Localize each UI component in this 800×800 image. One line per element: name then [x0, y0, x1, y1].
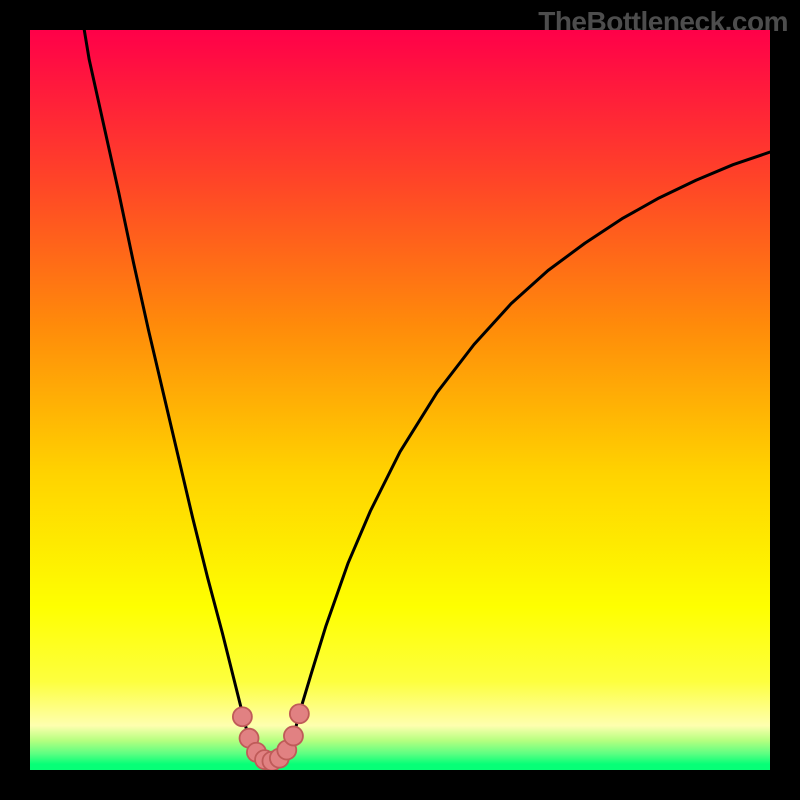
marker-dot [233, 707, 252, 726]
chart-background [30, 30, 770, 770]
chart-plot-area [30, 30, 770, 770]
marker-dot [284, 726, 303, 745]
marker-dot [290, 704, 309, 723]
bottleneck-curve-chart [30, 30, 770, 770]
